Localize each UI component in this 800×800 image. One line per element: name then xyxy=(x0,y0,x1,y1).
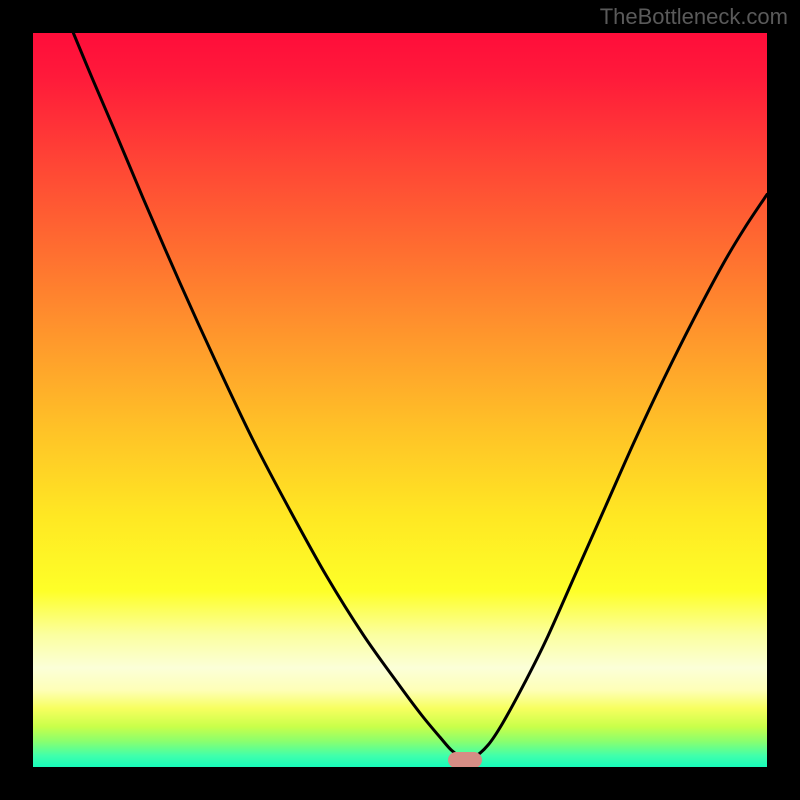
bottleneck-curve xyxy=(33,33,767,767)
chart-plot-area xyxy=(33,33,767,767)
optimal-point-marker xyxy=(448,752,482,767)
watermark-text: TheBottleneck.com xyxy=(600,4,788,30)
